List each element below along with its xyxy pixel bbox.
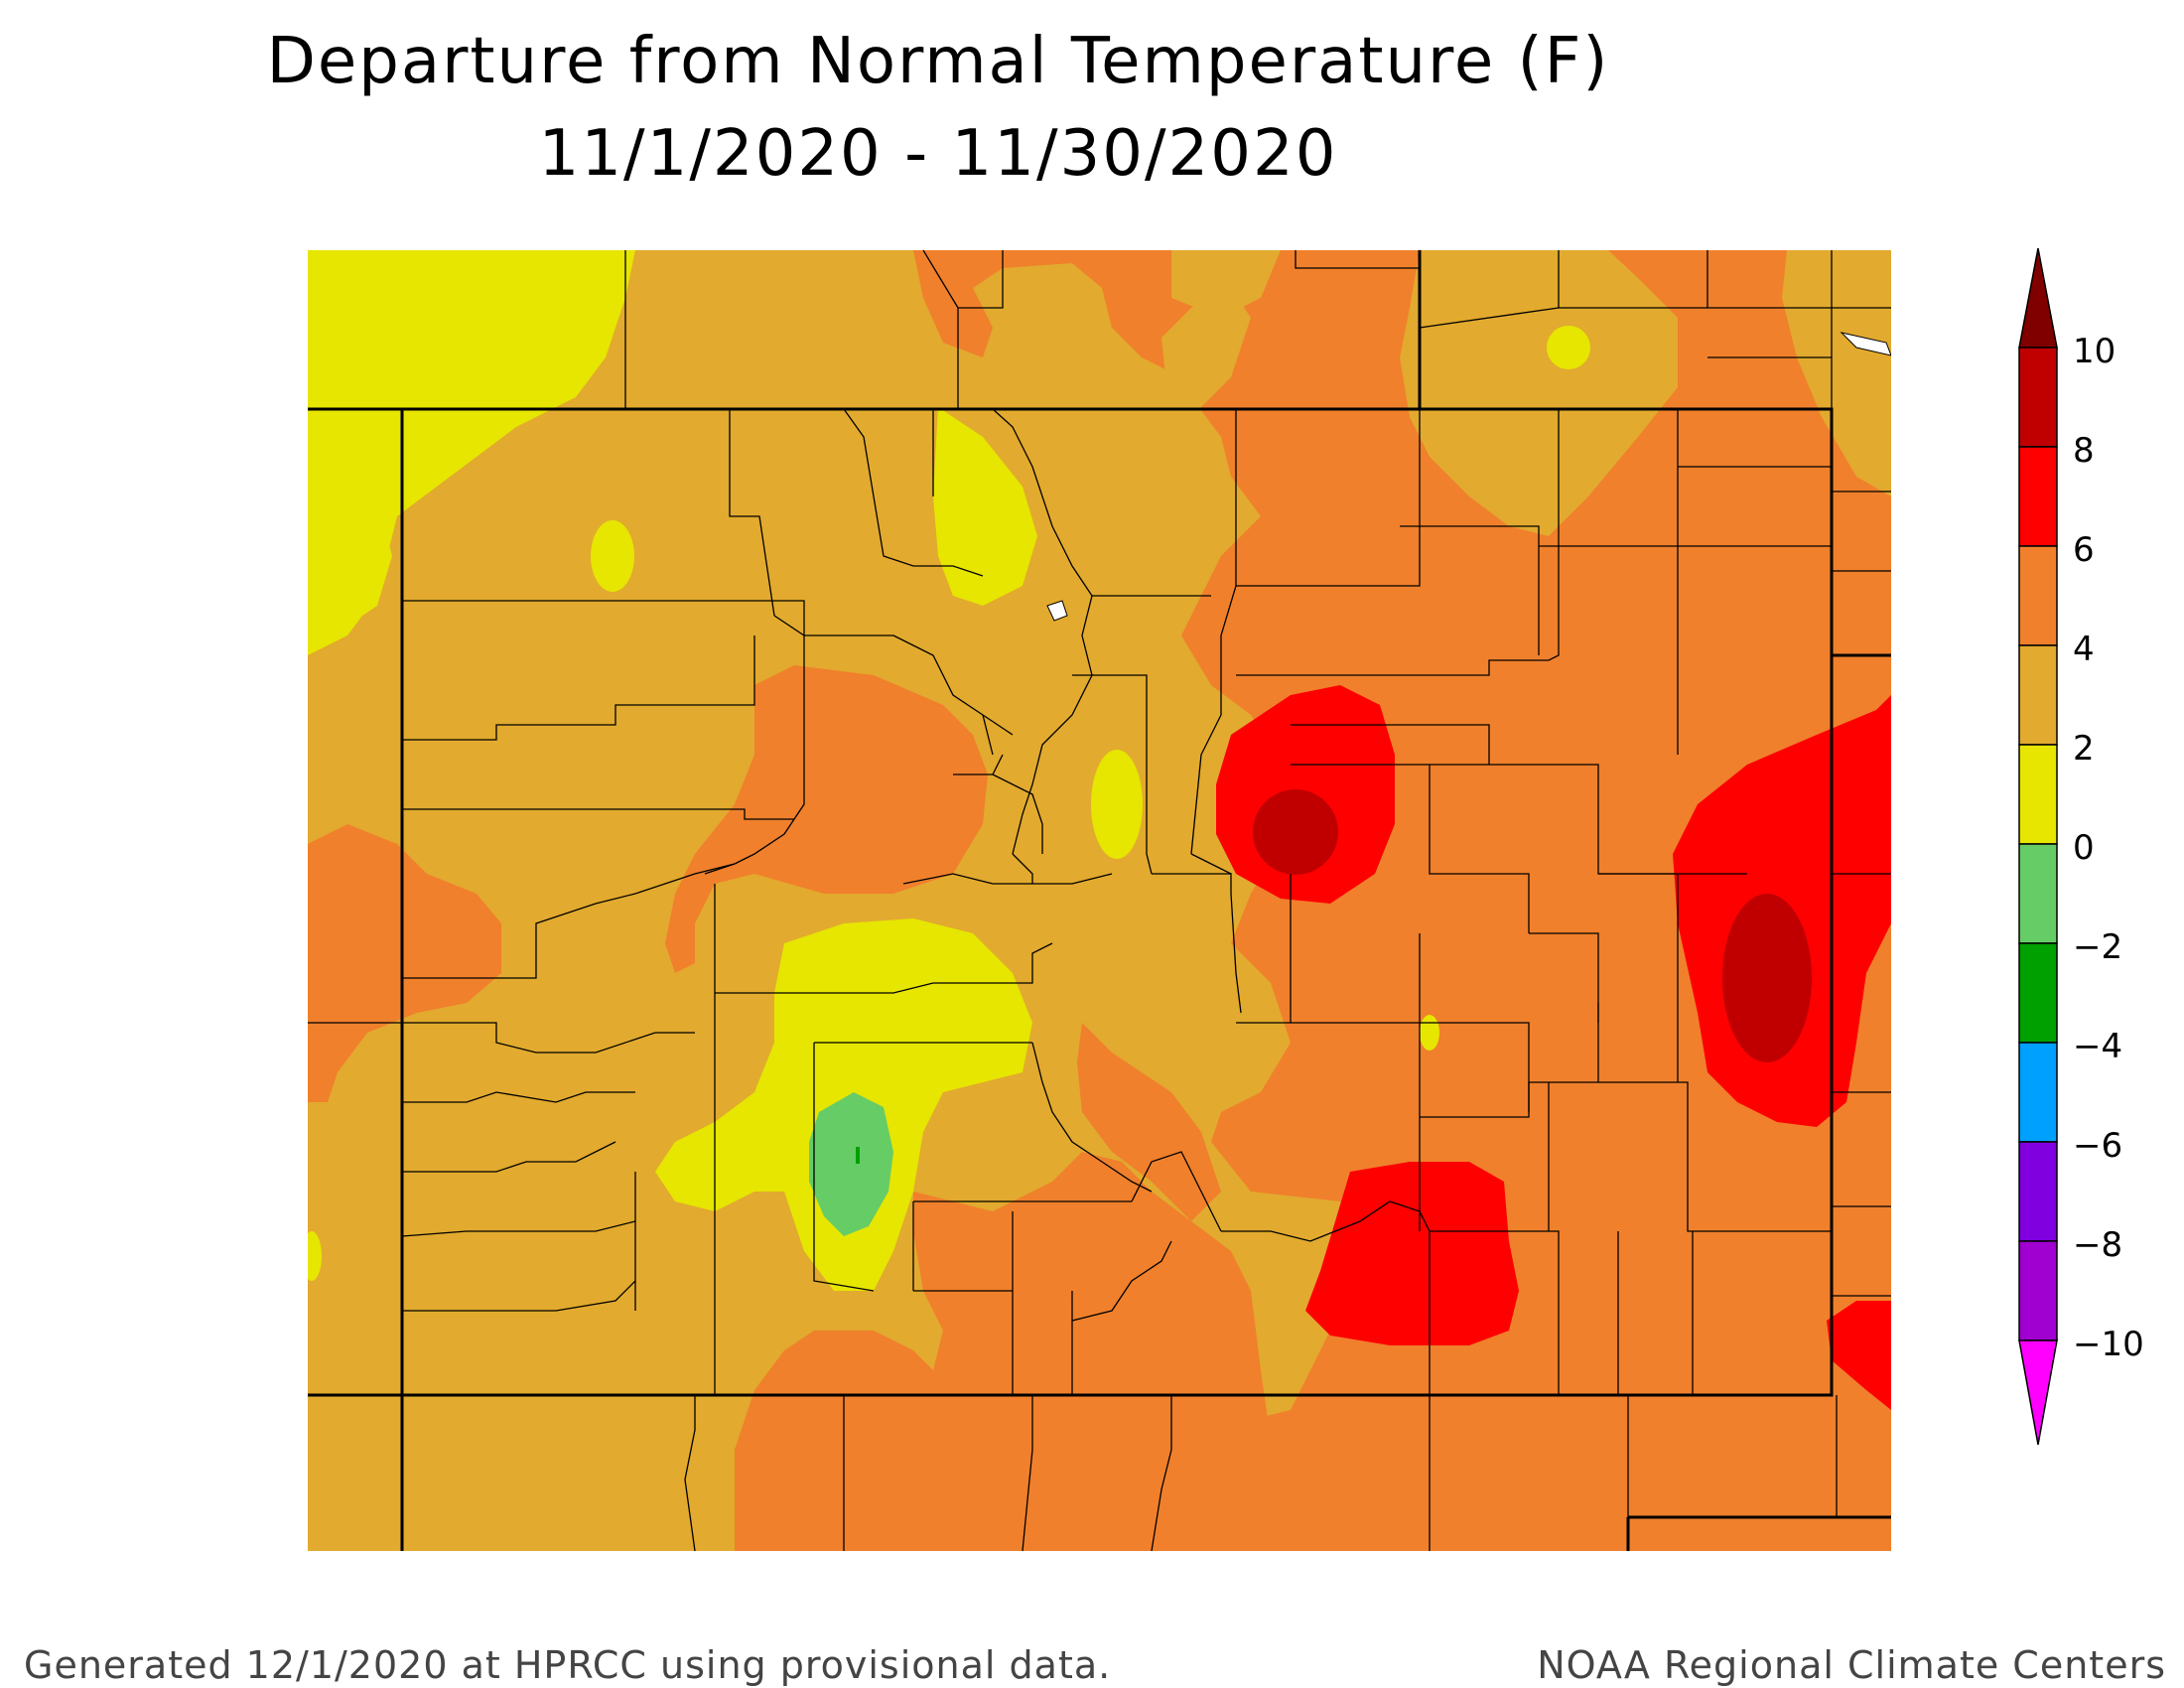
- band-0-to-2-north-central: [933, 407, 1037, 606]
- legend-bin-neg4-neg2: [2018, 942, 2058, 1044]
- legend-tick-label: 10: [2073, 332, 2116, 371]
- legend-tick-label: −8: [2073, 1225, 2122, 1265]
- legend-tick-label: 8: [2073, 431, 2095, 471]
- legend-tick-label: 6: [2073, 530, 2095, 570]
- band-2-to-4-far-ne: [1782, 250, 1891, 496]
- band-0-to-2-spot-e: [308, 1231, 322, 1281]
- band-0-to-2-spot-d: [1420, 1015, 1439, 1051]
- legend-bin-6-8: [2018, 446, 2058, 547]
- legend-bin-neg6-neg4: [2018, 1042, 2058, 1143]
- generated-note: Generated 12/1/2020 at HPRCC using provi…: [24, 1643, 1112, 1687]
- color-legend: 10 8 6 4 2 0 −2 −4 −6 −8 −10: [2018, 247, 2144, 1446]
- legend-bin-4-6: [2018, 545, 2058, 646]
- band-0-to-2-northwest: [308, 250, 635, 655]
- band-2-to-4-nw-lobe: [1171, 250, 1281, 318]
- legend-tick-label: 4: [2073, 630, 2095, 669]
- band-0-to-2-spot-c: [1547, 326, 1590, 369]
- legend-bin-neg2-0: [2018, 843, 2058, 944]
- band-neg4-to-neg2: [856, 1147, 860, 1164]
- map-title: Departure from Normal Temperature (F): [266, 25, 1610, 98]
- legend-bin-8-10: [2018, 347, 2058, 448]
- band-4-to-6-west-central: [665, 665, 988, 973]
- band-0-to-2-spot-b: [1091, 750, 1143, 859]
- legend-tick-label: 0: [2073, 828, 2095, 868]
- legend-tick-label: 2: [2073, 729, 2095, 769]
- band-6-to-8-se-corner: [1827, 1301, 1891, 1410]
- band-0-to-2-nw-inner: [328, 437, 392, 626]
- map-date-range: 11/1/2020 - 11/30/2020: [538, 117, 1338, 191]
- legend-arrow-top: [2018, 247, 2058, 349]
- legend-bin-neg8-neg6: [2018, 1141, 2058, 1242]
- state-boundaries: [308, 250, 1891, 1551]
- lake-ne: [1840, 332, 1891, 356]
- band-4-to-6-south-central: [1077, 1023, 1221, 1221]
- contour-layer: [308, 250, 1891, 1551]
- legend-bin-0-2: [2018, 744, 2058, 845]
- legend-tick-label: −4: [2073, 1027, 2122, 1066]
- band-4-to-6-western-edge: [308, 824, 501, 1102]
- legend-tick-label: −6: [2073, 1126, 2122, 1166]
- band-2-to-4-ne-corner: [1400, 250, 1678, 536]
- legend-bin-2-4: [2018, 644, 2058, 746]
- band-2-to-4-north-center: [1161, 288, 1251, 417]
- lake: [1046, 600, 1068, 622]
- band-0-to-2-spot-a: [591, 520, 634, 592]
- band-4-to-6-north-east: [913, 250, 1891, 1551]
- band-6-to-8-southeast-plains: [1305, 1162, 1519, 1345]
- band-8-to-10-front-range: [1253, 789, 1338, 875]
- legend-tick-label: −10: [2073, 1325, 2144, 1364]
- legend-bin-neg10-neg8: [2018, 1240, 2058, 1341]
- credit-note: NOAA Regional Climate Centers: [1537, 1643, 2166, 1687]
- legend-tick-label: −2: [2073, 927, 2122, 967]
- county-boundaries: [308, 249, 1891, 1552]
- legend-arrow-bottom: [2018, 1339, 2058, 1446]
- band-neg2-to-0: [809, 1092, 893, 1236]
- band-8-to-10-east: [1722, 894, 1812, 1062]
